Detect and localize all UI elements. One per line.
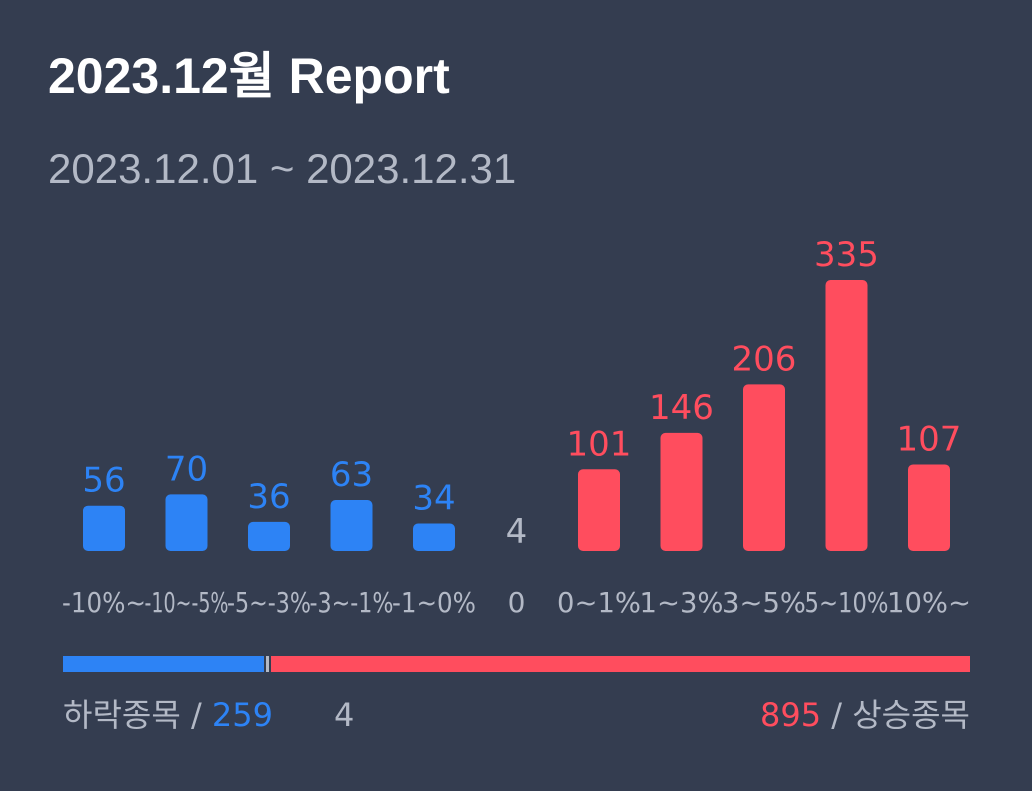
ratio-segment-flat [266, 656, 269, 672]
report-title: 2023.12월 Report [48, 48, 450, 104]
date-range: 2023.12.01 ~ 2023.12.31 [48, 145, 517, 192]
category-label-0: 0 [508, 586, 526, 619]
up-summary: 895 / 상승종목 [760, 690, 970, 740]
value-label-5~10%: 335 [814, 235, 879, 275]
flat-summary-count: 4 [334, 696, 355, 734]
bar--1~0% [413, 523, 455, 551]
category-label--10~-5%: -10~-5% [145, 586, 229, 619]
distribution-bar-chart: 56 -10%~ 70 -10~-5% 36 -5~-3% 63 -3~-1% 34 -1~0% 4… [62, 235, 971, 619]
category-label-0~1%: 0~1% [557, 586, 641, 619]
down-summary: 하락종목 / 259 [63, 690, 273, 740]
category-label--10%~: -10%~ [62, 586, 146, 619]
bar--10~-5% [165, 494, 208, 551]
bar-0~1% [578, 469, 620, 551]
up-summary-label: 상승종목 [852, 696, 970, 734]
value-label-3~5%: 206 [732, 339, 797, 379]
category-label--3~-1%: -3~-1% [310, 586, 394, 619]
ratio-segment-up [271, 656, 970, 672]
value-label-10%~: 107 [897, 419, 962, 459]
bar-1~3% [660, 432, 703, 551]
value-label--10~-5%: 70 [165, 449, 208, 489]
bar--5~-3% [248, 521, 290, 551]
up-summary-separator: / [831, 696, 843, 734]
category-label-1~3%: 1~3% [640, 586, 724, 619]
category-label-3~5%: 3~5% [722, 586, 806, 619]
bar-5~10% [825, 280, 868, 551]
up-summary-count: 895 [760, 696, 822, 734]
down-summary-separator: / [190, 696, 202, 734]
value-label--10%~: 56 [82, 461, 125, 501]
category-label-10%~: 10%~ [887, 586, 971, 619]
up-down-ratio-bar [63, 656, 970, 672]
ratio-segment-down [63, 656, 264, 672]
down-summary-label: 하락종목 [63, 696, 181, 734]
value-label-0~1%: 101 [567, 424, 632, 464]
bar--3~-1% [330, 500, 373, 551]
category-label--1~0%: -1~0% [392, 586, 476, 619]
category-label-5~10%: 5~10% [805, 586, 889, 619]
value-label--3~-1%: 63 [330, 455, 373, 495]
bar-10%~ [908, 464, 950, 551]
value-label-1~3%: 146 [649, 388, 714, 428]
value-label--1~0%: 34 [412, 478, 455, 518]
down-summary-count: 259 [211, 696, 273, 734]
bar-3~5% [743, 384, 785, 551]
bar--10%~ [83, 505, 125, 551]
category-label--5~-3%: -5~-3% [227, 586, 311, 619]
value-label-0: 4 [506, 512, 528, 552]
value-label--5~-3%: 36 [247, 477, 290, 517]
